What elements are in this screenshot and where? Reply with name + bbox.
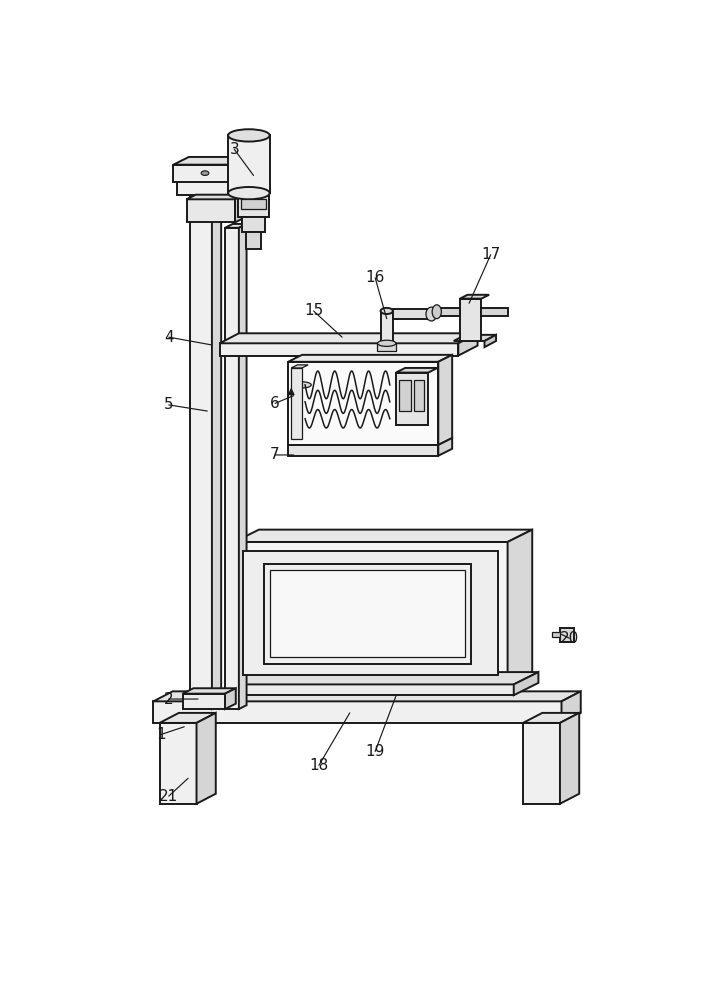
Bar <box>242 217 265 232</box>
Ellipse shape <box>377 340 396 346</box>
Bar <box>220 343 459 356</box>
Bar <box>381 311 393 343</box>
Text: 21: 21 <box>159 789 179 804</box>
Bar <box>291 368 302 439</box>
Text: 5: 5 <box>164 397 174 412</box>
Bar <box>482 308 508 316</box>
Polygon shape <box>438 355 452 445</box>
Text: 1: 1 <box>156 727 166 742</box>
Bar <box>552 632 560 637</box>
Bar <box>228 684 514 695</box>
Polygon shape <box>160 713 216 723</box>
Bar <box>460 299 482 341</box>
Text: 15: 15 <box>304 303 323 318</box>
Bar <box>234 542 508 684</box>
Polygon shape <box>508 530 532 684</box>
Text: 3: 3 <box>230 142 239 157</box>
Polygon shape <box>176 173 256 180</box>
Polygon shape <box>454 335 496 341</box>
Bar <box>377 343 396 351</box>
Bar <box>297 356 307 385</box>
Polygon shape <box>396 368 438 373</box>
Text: 20: 20 <box>559 631 579 646</box>
Polygon shape <box>239 224 246 709</box>
Polygon shape <box>186 195 244 199</box>
Bar <box>270 570 465 657</box>
Bar <box>183 694 225 709</box>
Text: 6: 6 <box>270 396 280 411</box>
Text: 17: 17 <box>481 247 500 262</box>
Bar <box>238 195 269 217</box>
Polygon shape <box>183 688 235 694</box>
Bar <box>186 199 235 222</box>
Polygon shape <box>562 691 581 723</box>
Polygon shape <box>514 672 539 695</box>
Ellipse shape <box>228 129 270 142</box>
Bar <box>225 228 239 709</box>
Bar <box>415 380 423 411</box>
Ellipse shape <box>201 171 209 175</box>
Bar <box>160 723 197 804</box>
Text: 16: 16 <box>366 270 385 285</box>
Text: 19: 19 <box>366 744 385 759</box>
Bar <box>399 380 410 411</box>
Polygon shape <box>225 688 235 709</box>
Polygon shape <box>235 195 244 222</box>
Bar <box>243 551 498 675</box>
Ellipse shape <box>293 382 311 388</box>
Polygon shape <box>438 438 452 456</box>
Polygon shape <box>225 224 246 228</box>
Bar <box>393 309 431 319</box>
Bar <box>560 628 574 642</box>
Polygon shape <box>245 157 261 182</box>
Polygon shape <box>485 335 496 347</box>
Bar <box>288 445 438 456</box>
Bar <box>190 182 212 709</box>
Bar <box>228 135 270 193</box>
Text: 4: 4 <box>164 330 174 345</box>
Text: 18: 18 <box>310 758 328 773</box>
Bar <box>241 199 266 209</box>
Polygon shape <box>459 333 477 356</box>
Polygon shape <box>560 713 579 804</box>
Polygon shape <box>228 672 539 684</box>
Polygon shape <box>460 295 489 299</box>
Polygon shape <box>212 177 221 709</box>
Ellipse shape <box>228 187 270 199</box>
Ellipse shape <box>432 305 441 319</box>
Polygon shape <box>234 530 532 542</box>
Polygon shape <box>242 173 256 195</box>
Text: 7: 7 <box>270 447 280 462</box>
Polygon shape <box>288 355 452 362</box>
Bar <box>396 373 428 425</box>
Polygon shape <box>291 365 308 368</box>
Ellipse shape <box>381 308 393 314</box>
Polygon shape <box>197 713 216 804</box>
Polygon shape <box>523 713 579 723</box>
Bar <box>437 308 460 316</box>
Polygon shape <box>220 333 477 343</box>
Ellipse shape <box>426 307 437 321</box>
Polygon shape <box>190 177 221 182</box>
Bar <box>153 701 562 723</box>
Text: 2: 2 <box>164 692 174 707</box>
Bar <box>264 564 472 664</box>
Bar <box>174 165 245 182</box>
Bar <box>523 723 560 804</box>
Bar <box>246 232 261 249</box>
Bar <box>176 180 242 195</box>
Bar <box>288 362 438 445</box>
Polygon shape <box>153 691 581 701</box>
Polygon shape <box>174 157 261 165</box>
